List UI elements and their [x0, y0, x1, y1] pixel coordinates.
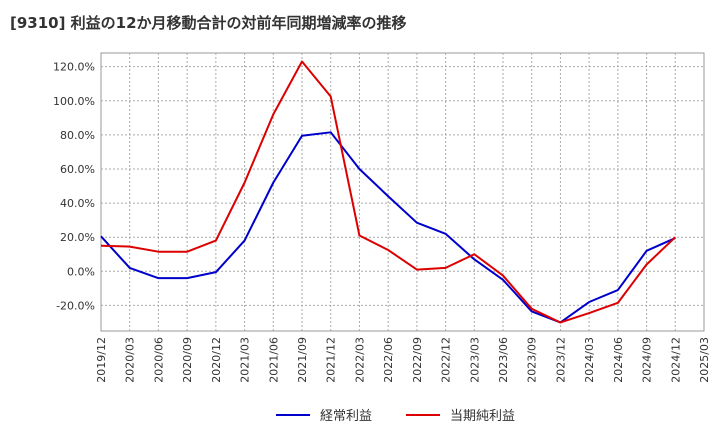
- y-tick-label: -20.0%: [56, 299, 95, 312]
- x-tick-label: 2020/12: [210, 337, 223, 383]
- y-tick-label: 0.0%: [67, 265, 95, 278]
- y-tick-label: 20.0%: [60, 231, 95, 244]
- x-tick-label: 2023/03: [468, 337, 481, 383]
- x-tick-label: 2021/09: [296, 337, 309, 383]
- x-tick-label: 2022/12: [440, 337, 453, 383]
- series-line-2: [100, 60, 676, 324]
- x-tick-label: 2022/09: [411, 337, 424, 383]
- legend-label-1: 経常利益: [320, 409, 372, 424]
- x-tick-label: 2021/06: [267, 337, 280, 383]
- x-tick-label: 2022/03: [353, 337, 366, 383]
- x-tick-label: 2024/12: [669, 337, 682, 383]
- x-tick-label: 2023/09: [526, 337, 539, 383]
- y-tick-label: 60.0%: [60, 163, 95, 176]
- x-tick-label: 2020/09: [181, 337, 194, 383]
- x-tick-label: 2019/12: [95, 337, 108, 383]
- y-tick-label: 40.0%: [60, 197, 95, 210]
- axes: -20.0% 0.0% 20.0% 40.0% 60.0% 80.0% 100.0% 120.…: [53, 61, 711, 383]
- x-tick-label: 2024/09: [641, 337, 654, 383]
- x-tick-label: 2023/12: [554, 337, 567, 383]
- x-tick-label: 2022/06: [382, 337, 395, 383]
- plot-area: [100, 52, 705, 332]
- x-tick-label: 2025/03: [698, 337, 711, 383]
- chart-title: [9310] 利益の12か月移動合計の対前年同期増減率の推移: [10, 14, 407, 32]
- y-tick-label: 120.0%: [53, 61, 95, 74]
- grid: [100, 52, 705, 332]
- legend: 経常利益 当期純利益: [276, 409, 515, 424]
- y-tick-label: 80.0%: [60, 129, 95, 142]
- x-tick-label: 2021/12: [325, 337, 338, 383]
- x-tick-label: 2023/06: [497, 337, 510, 383]
- x-tick-label: 2024/06: [612, 337, 625, 383]
- y-tick-label: 100.0%: [53, 95, 95, 108]
- x-tick-label: 2020/03: [124, 337, 137, 383]
- legend-label-2: 当期純利益: [450, 409, 515, 424]
- series-line-1: [100, 131, 676, 324]
- x-tick-label: 2021/03: [239, 337, 252, 383]
- x-tick-label: 2020/06: [152, 337, 165, 383]
- x-tick-label: 2024/03: [583, 337, 596, 383]
- series-lines: [100, 60, 676, 324]
